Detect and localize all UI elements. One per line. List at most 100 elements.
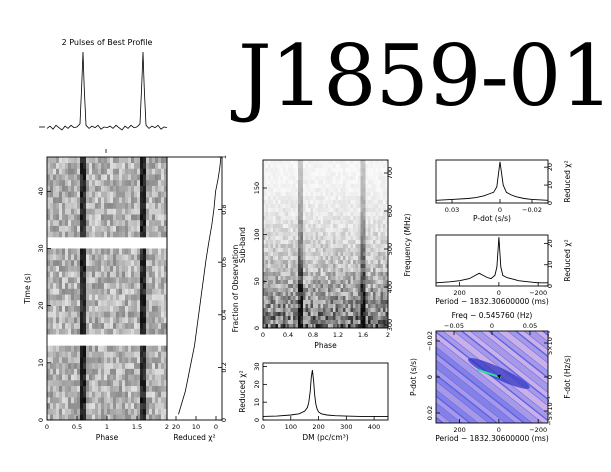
subband-cell — [273, 292, 276, 297]
subband-cell — [290, 220, 294, 225]
subband-cell — [300, 216, 304, 221]
subband-cell — [270, 308, 274, 313]
subband-cell — [355, 188, 359, 193]
time-phase-cell — [98, 374, 102, 381]
subband-cell — [265, 268, 269, 273]
time-phase-cell — [137, 317, 141, 324]
time-phase-cell — [122, 231, 126, 238]
time-phase-cell — [146, 185, 150, 192]
subband-cell — [263, 248, 266, 253]
time-phase-cell — [62, 408, 66, 415]
time-phase-cell — [95, 317, 99, 324]
subband-cell — [338, 204, 341, 209]
time-phase-cell — [161, 391, 165, 398]
time-phase-cell — [89, 259, 93, 266]
time-phase-cell — [128, 317, 132, 324]
time-phase-cell — [80, 225, 84, 232]
subband-cell — [338, 240, 341, 245]
subband-cell — [333, 312, 336, 317]
time-phase-cell — [131, 219, 135, 226]
time-phase-cell — [140, 305, 144, 312]
time-phase-cell — [149, 271, 153, 278]
subband-cell — [373, 300, 376, 305]
subband-cell — [305, 304, 309, 309]
time-phase-cell — [152, 391, 156, 398]
time-phase-cell — [62, 157, 66, 164]
subband-cell — [358, 244, 361, 249]
time-phase-cell — [65, 385, 69, 392]
time-phase-cell — [80, 368, 84, 375]
plane-fringe — [436, 368, 505, 423]
time-phase-cell — [65, 379, 69, 386]
subband-cell — [323, 264, 326, 269]
subband-cell — [373, 232, 376, 237]
time-phase-cell — [95, 322, 99, 329]
time-phase-cell — [149, 231, 153, 238]
subband-cell — [358, 240, 361, 245]
subband-cell — [280, 204, 284, 209]
subband-cell — [350, 284, 354, 289]
subband-cell — [360, 244, 364, 249]
subband-cell — [290, 188, 294, 193]
subband-cell — [293, 188, 296, 193]
time-phase-cell — [104, 368, 108, 375]
time-phase-cell — [128, 379, 132, 386]
dm-y-tick-label: 0 — [253, 418, 261, 422]
subband-cell — [318, 196, 321, 201]
time-phase-cell — [56, 317, 60, 324]
subband-cell — [285, 212, 289, 217]
subband-cell — [373, 220, 376, 225]
time-phase-cell — [92, 259, 96, 266]
subband-cell — [350, 296, 354, 301]
time-phase-cell — [68, 157, 72, 164]
time-phase-cell — [107, 345, 111, 352]
time-phase-cell — [131, 391, 135, 398]
subband-cell — [275, 280, 279, 285]
subband-cell — [355, 248, 359, 253]
time-phase-cell — [161, 197, 165, 204]
time-phase-cell — [131, 414, 135, 421]
plane-top-tick-label: −0.05 — [444, 322, 464, 330]
time-phase-cell — [110, 185, 114, 192]
subband-cell — [295, 240, 299, 245]
time-phase-cell — [164, 202, 168, 209]
time-phase-cell — [155, 299, 159, 306]
subband-cell — [285, 264, 289, 269]
time-phase-cell — [104, 225, 108, 232]
time-phase-cell — [62, 248, 66, 255]
subband-cell — [263, 240, 266, 245]
subband-cell — [280, 160, 284, 165]
subband-cell — [368, 244, 371, 249]
subband-cell — [268, 204, 271, 209]
subband-cell — [353, 316, 356, 321]
subband-cell — [365, 160, 369, 165]
subband-cell — [373, 204, 376, 209]
time-phase-cell — [56, 288, 60, 295]
time-phase-cell — [56, 168, 60, 175]
subband-cell — [288, 300, 291, 305]
time-phase-cell — [110, 402, 114, 409]
subband-cell — [320, 204, 324, 209]
time-phase-cell — [47, 379, 51, 386]
subband-cell — [333, 308, 336, 313]
subband-cell — [355, 304, 359, 309]
subband-cell — [280, 252, 284, 257]
subband-cell — [273, 316, 276, 321]
subband-cell — [305, 212, 309, 217]
subband-cell — [353, 312, 356, 317]
time-phase-cell — [152, 265, 156, 272]
subband-cell — [263, 256, 266, 261]
time-phase-cell — [80, 231, 84, 238]
subband-cell — [365, 296, 369, 301]
subband-cell — [350, 248, 354, 253]
subband-cell — [363, 200, 366, 205]
subband-cell — [288, 276, 291, 281]
subband-cell — [383, 204, 386, 209]
time-phase-cell — [47, 322, 51, 329]
time-phase-cell — [119, 374, 123, 381]
time-phase-cell — [95, 397, 99, 404]
time-phase-cell — [101, 299, 105, 306]
subband-cell — [335, 256, 339, 261]
subband-cell — [268, 228, 271, 233]
subband-cell — [338, 228, 341, 233]
